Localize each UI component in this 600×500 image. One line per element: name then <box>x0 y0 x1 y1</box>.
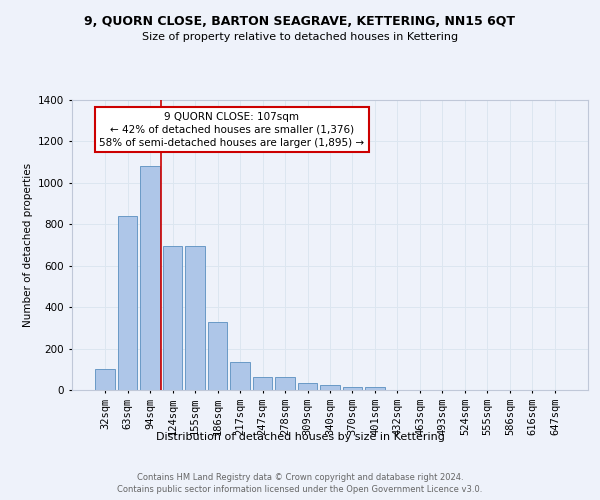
Bar <box>275 376 295 390</box>
Bar <box>185 246 205 390</box>
Text: Size of property relative to detached houses in Kettering: Size of property relative to detached ho… <box>142 32 458 42</box>
Bar <box>343 387 362 390</box>
Bar <box>95 368 115 390</box>
Bar <box>298 384 317 390</box>
Text: 9, QUORN CLOSE, BARTON SEAGRAVE, KETTERING, NN15 6QT: 9, QUORN CLOSE, BARTON SEAGRAVE, KETTERI… <box>85 15 515 28</box>
Bar <box>208 322 227 390</box>
Bar <box>253 376 272 390</box>
Bar <box>163 246 182 390</box>
Text: Contains HM Land Registry data © Crown copyright and database right 2024.
Contai: Contains HM Land Registry data © Crown c… <box>118 472 482 494</box>
Bar <box>230 362 250 390</box>
Y-axis label: Number of detached properties: Number of detached properties <box>23 163 32 327</box>
Bar <box>320 386 340 390</box>
Bar <box>118 216 137 390</box>
Text: Distribution of detached houses by size in Kettering: Distribution of detached houses by size … <box>155 432 445 442</box>
Bar <box>140 166 160 390</box>
Bar <box>365 387 385 390</box>
Text: 9 QUORN CLOSE: 107sqm
← 42% of detached houses are smaller (1,376)
58% of semi-d: 9 QUORN CLOSE: 107sqm ← 42% of detached … <box>100 112 365 148</box>
